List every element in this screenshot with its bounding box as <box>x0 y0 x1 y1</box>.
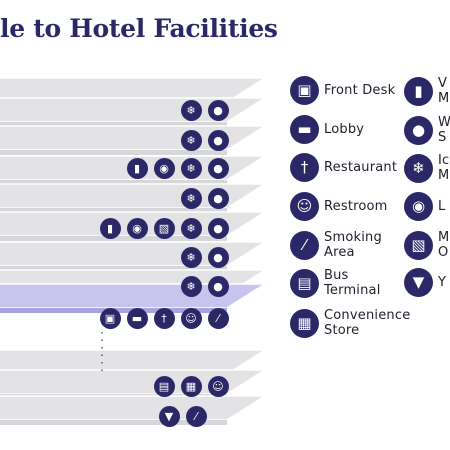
legend-label: Ic M <box>438 153 450 183</box>
legend-item: ▣ Front Desk <box>290 76 395 105</box>
washing-machine-icon: ◉ <box>153 157 175 179</box>
cigarette-icon: ⁄ <box>207 307 229 329</box>
cigarette-icon: ⁄ <box>185 405 207 427</box>
legend-item: ▤ Bus Terminal <box>290 268 381 298</box>
cigarette-icon: ⁄ <box>290 230 319 260</box>
store-icon: ▦ <box>290 308 319 338</box>
microwave-icon: ▧ <box>404 230 433 260</box>
front-desk-icon: ▣ <box>99 307 121 329</box>
air-conditioning-icon: ❄ <box>180 246 202 268</box>
legend-label: Smoking Area <box>324 230 382 260</box>
air-conditioning-icon: ❄ <box>180 129 202 151</box>
bus-icon: ▤ <box>290 268 319 298</box>
legend-item: ● W S <box>404 115 450 145</box>
front-desk-icon: ▣ <box>290 76 319 105</box>
legend-label: V M <box>438 76 450 106</box>
legend-item: ▮ V M <box>404 76 449 106</box>
legend-item: ❄ Ic M <box>404 153 449 183</box>
water-drop-icon: ● <box>207 99 229 121</box>
legend-label: W S <box>438 115 450 145</box>
restroom-icon: ☺ <box>180 307 202 329</box>
water-drop-icon: ● <box>207 246 229 268</box>
sofa-icon: ▬ <box>290 115 319 144</box>
legend-item: † Restaurant <box>290 153 397 182</box>
vending-machine-icon: ▮ <box>404 76 433 106</box>
legend-item: ▼ Y <box>404 268 446 297</box>
page-title: le to Hotel Facilities <box>0 14 278 43</box>
yogurt-icon: ▼ <box>404 268 433 297</box>
floor <box>0 395 268 421</box>
legend-item: ▧ M O <box>404 230 449 260</box>
water-drop-icon: ● <box>207 275 229 297</box>
yogurt-icon: ▼ <box>158 405 180 427</box>
air-conditioning-icon: ❄ <box>180 99 202 121</box>
legend-label: Bus Terminal <box>324 268 381 298</box>
water-drop-icon: ● <box>207 187 229 209</box>
legend-item: ☺ Restroom <box>290 192 388 221</box>
legend-label: Restaurant <box>324 160 398 175</box>
legend-label: M O <box>438 230 450 260</box>
legend-label: Front Desk <box>324 83 396 98</box>
fork-knife-icon: † <box>290 153 319 182</box>
legend-label: L <box>438 199 446 214</box>
sofa-icon: ▬ <box>126 307 148 329</box>
floor-edge <box>0 150 227 155</box>
store-icon: ▦ <box>180 375 202 397</box>
microwave-icon: ▧ <box>153 217 175 239</box>
air-conditioning-icon: ❄ <box>180 187 202 209</box>
restroom-icon: ☺ <box>290 192 319 221</box>
air-conditioning-icon: ❄ <box>404 153 433 183</box>
legend-label: Y <box>438 275 447 290</box>
legend-item: ⁄ Smoking Area <box>290 230 382 260</box>
water-drop-icon: ● <box>404 115 433 145</box>
washing-machine-icon: ◉ <box>126 217 148 239</box>
legend-item: ◉ L <box>404 192 445 221</box>
water-drop-icon: ● <box>207 217 229 239</box>
water-drop-icon: ● <box>207 157 229 179</box>
air-conditioning-icon: ❄ <box>180 217 202 239</box>
legend-item: ▬ Lobby <box>290 115 364 144</box>
bus-icon: ▤ <box>153 375 175 397</box>
vending-machine-icon: ▮ <box>99 217 121 239</box>
water-drop-icon: ● <box>207 129 229 151</box>
restroom-icon: ☺ <box>207 375 229 397</box>
legend-label: Lobby <box>324 122 365 137</box>
washing-machine-icon: ◉ <box>404 192 433 221</box>
vending-machine-icon: ▮ <box>126 157 148 179</box>
legend-label: Restroom <box>324 199 388 214</box>
legend-item: ▦ Convenience Store <box>290 308 410 338</box>
air-conditioning-icon: ❄ <box>180 157 202 179</box>
legend-label: Convenience Store <box>324 308 411 338</box>
fork-knife-icon: † <box>153 307 175 329</box>
air-conditioning-icon: ❄ <box>180 275 202 297</box>
